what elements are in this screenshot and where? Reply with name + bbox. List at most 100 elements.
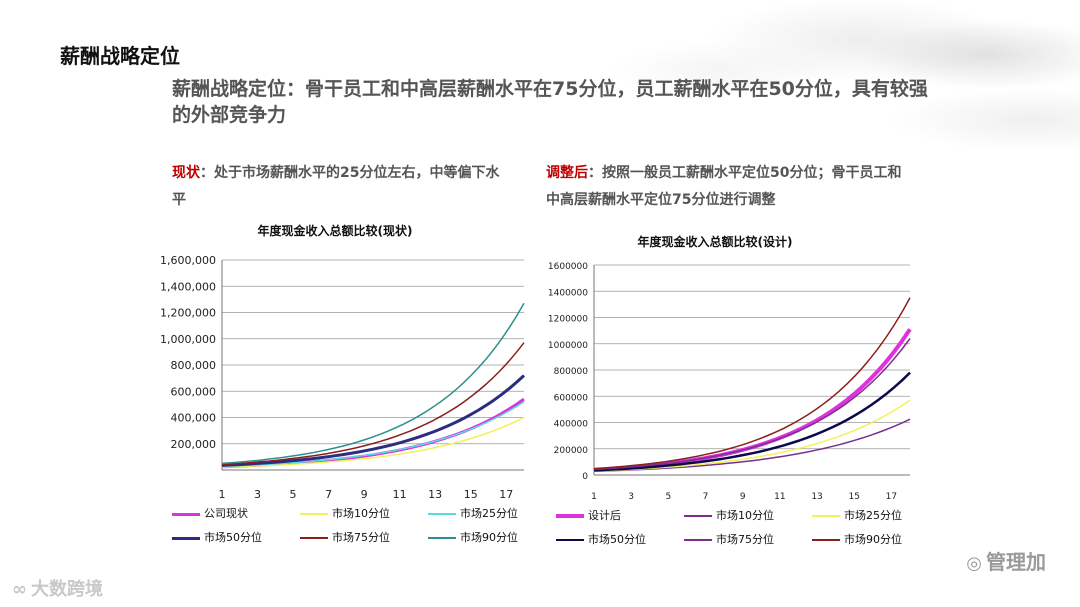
background-mountain-art bbox=[560, 0, 1080, 190]
legend-label: 市场25分位 bbox=[844, 509, 902, 522]
legend-swatch bbox=[684, 539, 712, 541]
legend-swatch bbox=[428, 513, 456, 515]
x-tick-label: 15 bbox=[849, 492, 860, 502]
legend-swatch bbox=[812, 515, 840, 517]
y-tick-label: 800000 bbox=[554, 367, 589, 377]
legend-label: 市场90分位 bbox=[460, 531, 518, 544]
adjusted-tag: 调整后 bbox=[546, 165, 588, 181]
x-tick-label: 13 bbox=[428, 488, 442, 501]
y-tick-label: 1200000 bbox=[548, 315, 588, 325]
current-status-text: ：处于市场薪酬水平的25分位左右，中等偏下水平 bbox=[172, 165, 500, 208]
series-line-6 bbox=[593, 297, 911, 470]
legend-label: 设计后 bbox=[588, 509, 621, 522]
x-tick-label: 9 bbox=[740, 492, 746, 502]
legend-label: 市场10分位 bbox=[716, 509, 774, 522]
adjusted-text: ：按照一般员工薪酬水平定位50分位；骨干员工和中高层薪酬水平定位75分位进行调整 bbox=[546, 165, 902, 208]
x-tick-label: 3 bbox=[254, 488, 261, 501]
x-tick-label: 17 bbox=[886, 492, 897, 502]
brand-right-text: 管理加 bbox=[986, 550, 1046, 574]
series-line-4 bbox=[593, 371, 911, 472]
legend-label: 市场75分位 bbox=[716, 533, 774, 546]
chart-design: 0 200000 400000 600000 800000 1000000 1200000 1… bbox=[548, 262, 912, 502]
x-tick-label: 13 bbox=[811, 492, 822, 502]
legend-label: 市场90分位 bbox=[844, 533, 902, 546]
legend-item: 市场25分位 bbox=[428, 506, 518, 522]
legend-swatch bbox=[684, 515, 712, 517]
x-tick-label: 1 bbox=[591, 492, 597, 502]
legend-item: 设计后 bbox=[556, 508, 621, 524]
y-tick-label: 0 bbox=[582, 472, 588, 482]
adjusted-note: 调整后：按照一般员工薪酬水平定位50分位；骨干员工和中高层薪酬水平定位75分位进… bbox=[546, 160, 906, 214]
y-tick-label: 1400000 bbox=[548, 288, 588, 298]
y-tick-label: 1,400,000 bbox=[160, 280, 216, 293]
legend-swatch bbox=[172, 536, 200, 540]
x-tick-label: 11 bbox=[774, 492, 785, 502]
x-tick-label: 17 bbox=[499, 488, 513, 501]
y-tick-label: 1000000 bbox=[548, 341, 588, 351]
x-tick-label: 9 bbox=[361, 488, 368, 501]
y-tick-label: 800,000 bbox=[171, 359, 217, 372]
chart-title-design: 年度现金收入总额比较(设计) bbox=[637, 235, 793, 249]
legend-item: 市场25分位 bbox=[812, 508, 902, 524]
legend-item: 市场50分位 bbox=[556, 532, 646, 548]
slide-subtitle: 薪酬战略定位：骨干员工和中高层薪酬水平在75分位，员工薪酬水平在50分位，具有较… bbox=[172, 78, 928, 126]
legend-item: 市场75分位 bbox=[300, 530, 390, 546]
current-status-note: 现状：处于市场薪酬水平的25分位左右，中等偏下水平 bbox=[172, 160, 512, 214]
current-status-tag: 现状 bbox=[172, 165, 200, 181]
legend-item: 市场50分位 bbox=[172, 530, 262, 546]
legend-label: 公司现状 bbox=[204, 507, 248, 520]
brand-left-text: 大数跨境 bbox=[31, 579, 103, 600]
x-tick-label: 3 bbox=[628, 492, 634, 502]
series-line-5 bbox=[221, 342, 525, 466]
series-line-3 bbox=[593, 399, 911, 472]
legend-current: 公司现状 市场10分位 市场25分位市场50分位 市场75分位 市场90分位 bbox=[172, 506, 542, 550]
y-tick-label: 600000 bbox=[554, 393, 589, 403]
legend-swatch bbox=[556, 539, 584, 541]
legend-swatch bbox=[556, 514, 584, 518]
slide-title: 薪酬战略定位 bbox=[60, 44, 180, 68]
x-tick-label: 7 bbox=[325, 488, 332, 501]
legend-swatch bbox=[428, 537, 456, 539]
legend-label: 市场10分位 bbox=[332, 507, 390, 520]
y-tick-label: 400,000 bbox=[171, 412, 217, 425]
series-line-3 bbox=[221, 401, 525, 468]
x-tick-label: 15 bbox=[464, 488, 478, 501]
legend-label: 市场25分位 bbox=[460, 507, 518, 520]
legend-item: 市场10分位 bbox=[684, 508, 774, 524]
chart-title-current: 年度现金收入总额比较(现状) bbox=[257, 224, 413, 238]
infinity-logo-icon: ∞ bbox=[12, 579, 27, 600]
x-tick-label: 1 bbox=[219, 488, 226, 501]
series-line-4 bbox=[221, 374, 526, 467]
y-tick-label: 200,000 bbox=[171, 438, 217, 451]
legend-item: 市场90分位 bbox=[428, 530, 518, 546]
y-tick-label: 1600000 bbox=[548, 262, 588, 272]
x-tick-label: 11 bbox=[393, 488, 407, 501]
y-tick-label: 1,600,000 bbox=[160, 254, 216, 267]
series-line-6 bbox=[221, 302, 525, 465]
legend-design: 设计后 市场10分位 市场25分位市场50分位 市场75分位 市场90分位 bbox=[556, 508, 926, 552]
legend-item: 市场10分位 bbox=[300, 506, 390, 522]
legend-label: 市场50分位 bbox=[588, 533, 646, 546]
legend-label: 市场50分位 bbox=[204, 531, 262, 544]
brand-watermark-right: ◎ 管理加 bbox=[966, 546, 1046, 575]
legend-swatch bbox=[300, 513, 328, 515]
chart-current: 200,000 400,000 600,000 800,000 1,000,000 1,2… bbox=[160, 254, 526, 501]
x-tick-label: 5 bbox=[290, 488, 297, 501]
y-tick-label: 1,200,000 bbox=[160, 307, 216, 320]
brand-watermark-left: ∞ 大数跨境 bbox=[12, 575, 103, 601]
y-tick-label: 1,000,000 bbox=[160, 333, 216, 346]
x-tick-label: 5 bbox=[665, 492, 671, 502]
wechat-icon: ◎ bbox=[966, 553, 982, 574]
legend-swatch bbox=[812, 539, 840, 541]
legend-swatch bbox=[172, 512, 200, 516]
legend-swatch bbox=[300, 537, 328, 539]
y-tick-label: 200000 bbox=[554, 446, 589, 456]
y-tick-label: 400000 bbox=[554, 420, 589, 430]
legend-item: 市场90分位 bbox=[812, 532, 902, 548]
x-tick-label: 7 bbox=[703, 492, 709, 502]
legend-label: 市场75分位 bbox=[332, 531, 390, 544]
y-tick-label: 600,000 bbox=[171, 385, 217, 398]
legend-item: 市场75分位 bbox=[684, 532, 774, 548]
legend-item: 公司现状 bbox=[172, 506, 248, 522]
series-line-5 bbox=[593, 338, 911, 471]
